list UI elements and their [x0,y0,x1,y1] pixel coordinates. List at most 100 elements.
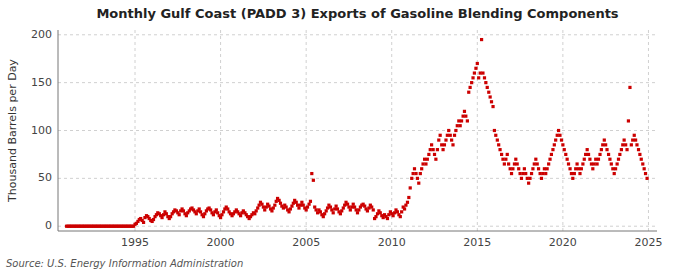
x-tick-label: 2005 [292,236,320,249]
point [202,215,205,218]
source: Source: U.S. Energy Information Administ… [6,258,243,269]
point [342,206,345,209]
point [556,134,559,137]
point [486,86,489,89]
point [275,200,278,203]
point [553,143,556,146]
point [222,210,225,213]
point [551,148,554,151]
point [509,167,512,170]
point [386,217,389,220]
point [447,129,450,132]
point [406,201,409,204]
point [539,172,542,175]
point [325,209,328,212]
point [577,167,580,170]
point [162,213,165,216]
point [473,71,476,74]
point [617,158,620,161]
point [349,208,352,211]
point [451,143,454,146]
x-tick-label: 2020 [549,236,577,249]
point [220,213,223,216]
point [436,148,439,151]
point [289,207,292,210]
grid [58,30,657,231]
point [352,203,355,206]
point [474,67,477,70]
point [534,158,537,161]
point [641,162,644,165]
x-tick-label: 2000 [207,236,235,249]
point [413,167,416,170]
point [520,177,523,180]
point [306,205,309,208]
point [581,162,584,165]
point [627,119,630,122]
point [498,148,501,151]
x-grid-line [391,30,392,231]
point [400,210,403,213]
point [329,205,332,208]
point [332,211,335,214]
y-axis-line [58,30,59,231]
point [363,205,366,208]
title: Monthly Gulf Coast (PADD 3) Exports of G… [96,6,618,21]
y-grid-line [58,226,657,227]
point [616,162,619,165]
point [322,215,325,218]
point [420,167,423,170]
point [634,138,637,141]
point [410,177,413,180]
point [199,210,202,213]
point [300,201,303,204]
point [310,172,313,175]
point [366,209,369,212]
point [557,129,560,132]
point [610,162,613,165]
point [563,148,566,151]
point [209,208,212,211]
point [459,124,462,127]
point [506,153,509,156]
point [265,205,268,208]
point [608,158,611,161]
point [521,172,524,175]
point [604,143,607,146]
point [517,167,520,170]
point [628,86,631,89]
point [316,211,319,214]
point [484,81,487,84]
point [404,204,407,207]
point [295,201,298,204]
point [524,172,527,175]
point [439,134,442,137]
point [319,210,322,213]
point [198,207,201,210]
point [434,158,437,161]
point [457,119,460,122]
point [558,134,561,137]
point [598,153,601,156]
point [554,138,557,141]
point [516,162,519,165]
point [526,177,529,180]
x-grid-line [648,30,649,231]
point [382,216,385,219]
point [487,91,490,94]
point [282,206,285,209]
point [403,207,406,210]
point [299,204,302,207]
point [215,208,218,211]
point [460,119,463,122]
point [216,211,219,214]
point [343,204,346,207]
point [623,138,626,141]
x-grid-line [477,30,478,231]
x-grid-line [220,30,221,231]
point [620,148,623,151]
point [270,209,273,212]
point [160,216,163,219]
point [454,129,457,132]
point [593,162,596,165]
